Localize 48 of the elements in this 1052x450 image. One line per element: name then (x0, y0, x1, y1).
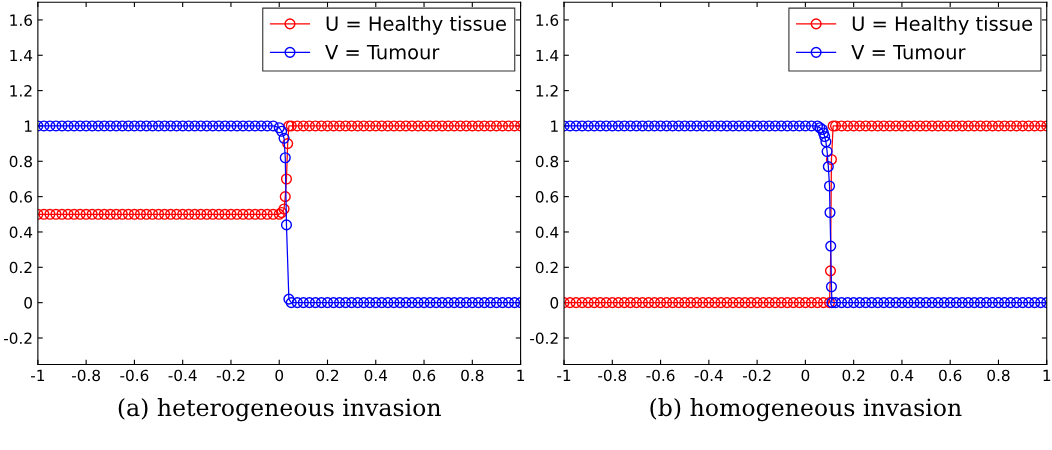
y-tick-label: 0.8 (9, 155, 32, 168)
x-tick-label: 0.2 (316, 369, 339, 382)
x-tick-label: 0.8 (987, 369, 1010, 382)
y-tick-label: 0.2 (9, 261, 32, 274)
x-tick-label: 0.6 (412, 369, 436, 382)
x-tick-label: 0.8 (461, 369, 484, 382)
y-tick-label: 1.4 (10, 49, 33, 62)
x-tick-label: 1 (517, 369, 525, 381)
legend-label: V = Tumour (325, 45, 440, 60)
y-tick-label: 1.2 (10, 85, 32, 97)
y-tick-label: -0.2 (530, 332, 558, 345)
legend-label: V = Tumour (851, 45, 966, 60)
x-axis-title: (b) homogeneous invasion (650, 398, 962, 422)
y-tick-label: 0.4 (9, 226, 33, 238)
x-tick-label: -1 (31, 369, 45, 381)
x-tick-label: -0.6 (646, 369, 675, 382)
y-tick-label: 0.6 (9, 191, 33, 203)
x-tick-label: -0.8 (71, 369, 100, 382)
y-tick-label: 1.6 (536, 14, 559, 26)
y-tick-label: 1.4 (536, 49, 559, 62)
y-tick-label: 0 (550, 297, 559, 309)
x-tick-label: 0 (275, 369, 284, 382)
legend-label: U = Healthy tissue (852, 15, 1033, 35)
x-tick-label: 0.2 (842, 369, 865, 382)
x-tick-label: -0.8 (598, 369, 627, 382)
y-tick-label: -0.2 (3, 332, 32, 345)
y-tick-label: 0.8 (535, 155, 559, 168)
x-tick-label: -0.6 (120, 369, 149, 382)
x-tick-label: 1 (1043, 369, 1051, 381)
y-tick-label: 1.6 (10, 14, 33, 26)
x-tick-label: -0.4 (694, 369, 723, 382)
x-tick-label: 0.4 (364, 369, 388, 382)
x-axis-title: (a) heterogeneous invasion (118, 398, 441, 422)
y-tick-label: 1.2 (536, 85, 558, 97)
x-tick-label: 0.6 (939, 369, 962, 382)
y-tick-label: 1 (551, 120, 558, 132)
y-tick-label: 0 (24, 297, 32, 309)
y-tick-label: 0.6 (535, 191, 559, 203)
x-tick-label: -0.2 (216, 369, 245, 382)
y-tick-label: 0.2 (535, 261, 558, 274)
x-tick-label: -0.2 (742, 369, 771, 382)
x-tick-label: 0 (801, 369, 810, 382)
x-tick-label: -1 (557, 369, 571, 381)
legend-label: U = Healthy tissue (326, 15, 506, 35)
y-tick-label: 0.4 (535, 226, 559, 238)
y-tick-label: 1 (24, 120, 32, 132)
x-tick-label: -0.4 (168, 369, 197, 382)
x-tick-label: 0.4 (890, 369, 914, 382)
